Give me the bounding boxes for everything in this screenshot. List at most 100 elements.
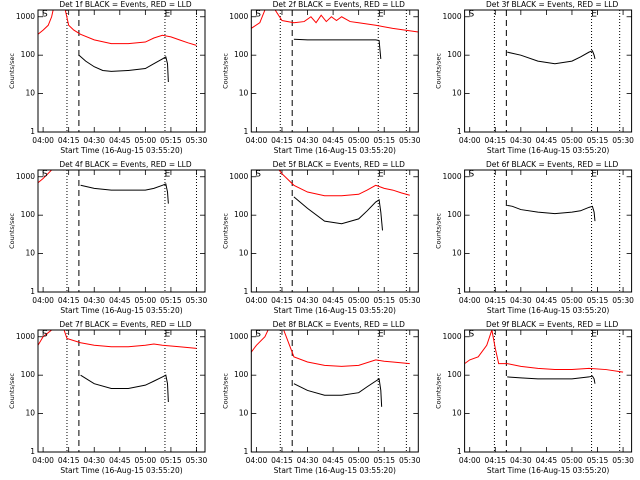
panel: Det 8f BLACK = Events, RED = LLD Start Ti… xyxy=(221,320,421,475)
panel: Det 2f BLACK = Events, RED = LLD Start Ti… xyxy=(221,0,421,155)
x-tick-label: 05:15 xyxy=(587,296,609,305)
annotation: S xyxy=(42,10,48,20)
annotation: S xyxy=(42,170,48,180)
y-tick-label: 1000 xyxy=(443,332,462,341)
y-tick-label: 1000 xyxy=(443,12,462,21)
x-tick-label: 05:15 xyxy=(587,456,609,465)
panel: Det 6f BLACK = Events, RED = LLD Start Ti… xyxy=(435,160,635,315)
panel: Det 9f BLACK = Events, RED = LLD Start Ti… xyxy=(435,320,635,475)
data-line xyxy=(293,196,384,231)
y-tick-label: 10 xyxy=(25,89,35,98)
plot-lines xyxy=(38,330,197,403)
x-tick-label: 05:30 xyxy=(399,296,421,305)
x-tick-label: 04:15 xyxy=(484,296,506,305)
x-tick-label: 04:00 xyxy=(459,296,481,305)
chart-title: Det 6f BLACK = Events, RED = LLD xyxy=(486,160,619,169)
data-line xyxy=(251,10,419,33)
y-tick-label: 100 xyxy=(21,370,36,379)
chart-title: Det 8f BLACK = Events, RED = LLD xyxy=(273,320,406,329)
x-tick-label: 04:30 xyxy=(510,296,532,305)
plot-frame xyxy=(37,329,206,453)
panel: Det 1f BLACK = Events, RED = LLD Start Ti… xyxy=(8,0,208,155)
data-line xyxy=(293,378,383,407)
chart-title: Det 1f BLACK = Events, RED = LLD xyxy=(59,0,192,9)
y-tick-label: 100 xyxy=(234,210,249,219)
x-tick-label: 05:30 xyxy=(186,296,208,305)
data-line xyxy=(507,204,596,222)
y-axis-label: Counts/sec xyxy=(8,373,16,409)
y-axis-label: Counts/sec xyxy=(221,373,229,409)
data-line xyxy=(38,330,197,349)
y-axis-label: Counts/sec xyxy=(435,53,443,89)
x-axis-label: Start Time (16-Aug-15 03:55:20) xyxy=(274,466,396,475)
x-axis-label: Start Time (16-Aug-15 03:55:20) xyxy=(60,466,182,475)
y-axis-label: Counts/sec xyxy=(8,213,16,249)
annotation: S xyxy=(469,170,475,180)
annotation: E xyxy=(378,170,384,180)
x-tick-label: 05:15 xyxy=(373,296,395,305)
x-tick-label: 05:00 xyxy=(135,456,157,465)
y-tick-label: 10 xyxy=(25,249,35,258)
y-tick-label: 1000 xyxy=(16,12,35,21)
y-tick-label: 1 xyxy=(30,287,35,296)
data-line xyxy=(80,183,169,204)
y-tick-label: 1 xyxy=(457,287,462,296)
x-tick-label: 04:30 xyxy=(510,456,532,465)
x-tick-label: 04:45 xyxy=(536,136,558,145)
x-tick-label: 04:00 xyxy=(246,456,268,465)
y-tick-label: 100 xyxy=(234,370,249,379)
chart-title: Det 7f BLACK = Events, RED = LLD xyxy=(59,320,192,329)
plot-frame xyxy=(250,9,419,133)
y-tick-label: 100 xyxy=(21,50,36,59)
plot-frame xyxy=(37,169,206,293)
y-tick-label: 1000 xyxy=(229,332,248,341)
data-line xyxy=(507,375,596,384)
x-tick-label: 04:00 xyxy=(32,136,54,145)
data-line xyxy=(38,170,65,184)
chart-title: Det 2f BLACK = Events, RED = LLD xyxy=(273,0,406,9)
y-tick-label: 1000 xyxy=(16,172,35,181)
x-axis-label: Start Time (16-Aug-15 03:55:20) xyxy=(487,466,609,475)
y-tick-label: 1 xyxy=(30,447,35,456)
annotation: E xyxy=(165,10,171,20)
x-tick-label: 04:00 xyxy=(246,296,268,305)
x-tick-label: 05:15 xyxy=(160,296,182,305)
x-tick-label: 05:15 xyxy=(160,456,182,465)
x-tick-label: 04:45 xyxy=(322,456,344,465)
annotation: E xyxy=(591,10,597,20)
chart-title: Det 3f BLACK = Events, RED = LLD xyxy=(486,0,619,9)
y-axis-label: Counts/sec xyxy=(221,213,229,249)
x-tick-label: 04:30 xyxy=(297,296,319,305)
y-tick-label: 1 xyxy=(30,127,35,136)
plot-frame xyxy=(464,9,633,133)
x-tick-label: 04:30 xyxy=(83,136,105,145)
annotation: S xyxy=(255,330,261,340)
y-tick-label: 1 xyxy=(244,127,249,136)
y-tick-label: 1000 xyxy=(229,172,248,181)
plot-lines xyxy=(464,330,624,384)
y-tick-label: 100 xyxy=(447,210,462,219)
x-tick-label: 05:00 xyxy=(561,296,583,305)
x-tick-label: 04:30 xyxy=(297,136,319,145)
y-tick-label: 1 xyxy=(244,287,249,296)
plot-lines xyxy=(38,170,169,204)
x-tick-label: 04:45 xyxy=(536,296,558,305)
x-tick-label: 04:00 xyxy=(459,136,481,145)
x-tick-label: 04:00 xyxy=(32,296,54,305)
x-tick-label: 04:45 xyxy=(109,296,131,305)
x-axis-label: Start Time (16-Aug-15 03:55:20) xyxy=(487,146,609,155)
x-tick-label: 05:00 xyxy=(135,136,157,145)
annotation: S xyxy=(255,170,261,180)
y-tick-label: 1000 xyxy=(443,172,462,181)
x-tick-label: 05:00 xyxy=(348,136,370,145)
x-tick-label: 04:15 xyxy=(271,136,293,145)
x-tick-label: 05:15 xyxy=(160,136,182,145)
y-tick-label: 1000 xyxy=(16,332,35,341)
y-axis-label: Counts/sec xyxy=(221,53,229,89)
chart-title: Det 5f BLACK = Events, RED = LLD xyxy=(273,160,406,169)
x-tick-label: 04:15 xyxy=(58,456,80,465)
x-tick-label: 05:30 xyxy=(612,296,634,305)
y-tick-label: 1000 xyxy=(229,12,248,21)
annotation: S xyxy=(469,330,475,340)
y-axis-label: Counts/sec xyxy=(8,53,16,89)
